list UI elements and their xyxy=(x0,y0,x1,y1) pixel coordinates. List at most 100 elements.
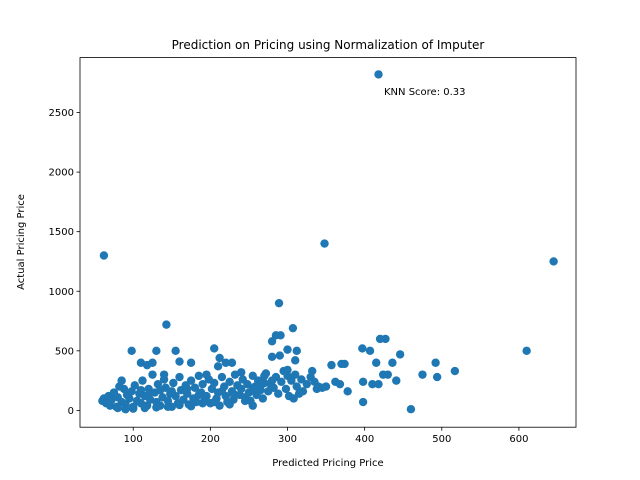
point xyxy=(283,345,292,354)
point xyxy=(335,379,345,389)
point xyxy=(113,403,122,413)
point xyxy=(194,371,203,381)
point xyxy=(358,397,368,407)
point xyxy=(198,399,207,408)
point xyxy=(198,379,207,389)
point xyxy=(287,376,296,385)
point xyxy=(292,382,301,391)
point xyxy=(267,352,277,361)
point xyxy=(406,405,416,414)
x-tick-label: 400 xyxy=(355,434,374,445)
point xyxy=(99,251,109,260)
point xyxy=(229,389,238,398)
point xyxy=(267,376,277,385)
point xyxy=(337,359,346,369)
point xyxy=(175,357,184,366)
point xyxy=(418,370,427,379)
point xyxy=(162,320,171,329)
point xyxy=(225,400,234,409)
point xyxy=(144,390,153,400)
point xyxy=(388,358,397,367)
point xyxy=(372,358,381,367)
point xyxy=(237,384,246,394)
point xyxy=(365,346,375,356)
point xyxy=(549,257,558,266)
annotation: KNN Score: 0.33 xyxy=(384,87,466,98)
point xyxy=(292,346,301,356)
point xyxy=(318,383,327,392)
point xyxy=(240,396,250,406)
y-tick-label: 2000 xyxy=(49,168,74,179)
point xyxy=(248,384,257,394)
point xyxy=(138,376,147,385)
point xyxy=(175,400,184,410)
point xyxy=(217,372,227,382)
point xyxy=(144,384,153,394)
point xyxy=(121,405,130,414)
x-tick-label: 300 xyxy=(278,434,297,445)
y-tick-label: 500 xyxy=(55,346,74,357)
point xyxy=(171,346,180,356)
point xyxy=(159,370,169,379)
x-tick-label: 500 xyxy=(432,434,451,445)
point xyxy=(163,396,173,406)
point xyxy=(237,368,246,377)
point xyxy=(152,346,161,356)
point xyxy=(167,387,176,396)
point xyxy=(210,378,219,388)
point xyxy=(163,402,173,412)
point xyxy=(186,358,196,367)
point xyxy=(374,379,383,389)
x-tick-label: 600 xyxy=(509,434,528,445)
point xyxy=(248,371,257,381)
point xyxy=(368,379,377,389)
point xyxy=(283,365,292,375)
point xyxy=(169,378,178,388)
point xyxy=(210,344,219,353)
point xyxy=(117,376,126,385)
point xyxy=(202,391,211,401)
x-tick-label: 200 xyxy=(201,434,220,445)
point xyxy=(395,350,405,359)
point xyxy=(186,376,196,385)
point xyxy=(148,358,157,367)
point xyxy=(267,337,277,346)
point xyxy=(277,377,286,387)
point xyxy=(375,334,385,344)
point xyxy=(202,370,211,379)
point xyxy=(343,387,352,396)
point xyxy=(148,370,157,379)
point xyxy=(274,389,283,398)
point xyxy=(156,385,165,395)
point xyxy=(194,390,203,400)
point xyxy=(522,346,531,356)
point xyxy=(243,379,252,389)
point xyxy=(298,387,308,396)
point xyxy=(358,377,368,387)
y-tick-label: 1000 xyxy=(49,287,74,298)
point xyxy=(215,353,224,363)
point xyxy=(432,372,442,382)
point xyxy=(183,384,192,394)
y-axis-label: Actual Pricing Price xyxy=(16,194,27,290)
point xyxy=(358,344,367,353)
point xyxy=(190,383,200,392)
point xyxy=(274,298,284,308)
point xyxy=(125,394,134,403)
point xyxy=(227,358,237,367)
point xyxy=(288,323,298,333)
point xyxy=(258,394,268,403)
point xyxy=(302,379,311,389)
point xyxy=(450,366,460,376)
point xyxy=(225,377,234,387)
y-tick-label: 1500 xyxy=(49,227,74,238)
x-axis-label: Predicted Pricing Price xyxy=(272,458,383,469)
point xyxy=(431,358,440,367)
point xyxy=(256,382,265,391)
chart-title: Prediction on Pricing using Normalizatio… xyxy=(172,38,485,52)
point xyxy=(291,356,300,365)
point xyxy=(130,381,139,390)
point xyxy=(140,403,149,413)
point xyxy=(374,70,383,79)
